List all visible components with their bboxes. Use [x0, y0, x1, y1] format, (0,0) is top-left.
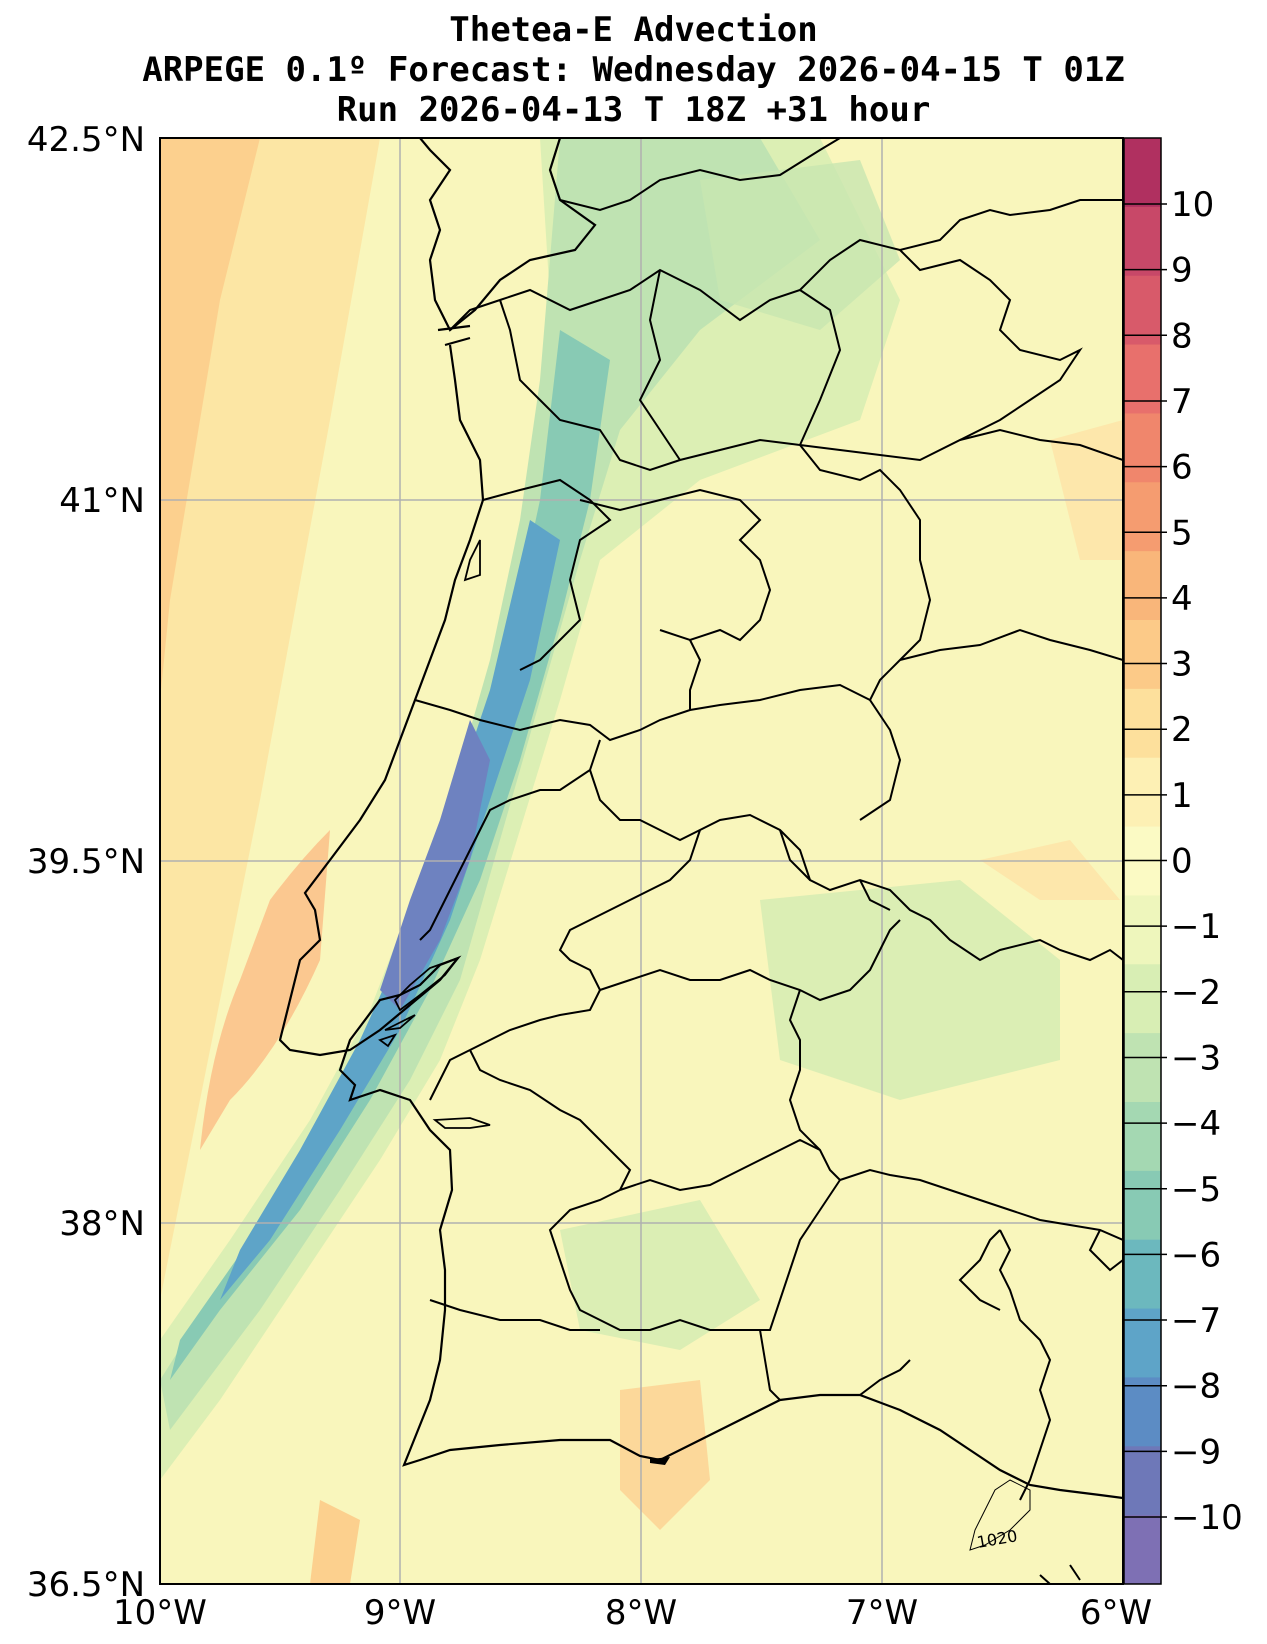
contour-warm-patch [980, 840, 1120, 900]
colorbar-swatch [1124, 413, 1161, 483]
colorbar-tick-label: −1 [1171, 907, 1221, 947]
colorbar-swatch [1124, 1515, 1161, 1585]
colorbar-tick-label: 3 [1171, 645, 1193, 685]
title-line-2: ARPEGE 0.1º Forecast: Wednesday 2026-04-… [142, 50, 1125, 90]
colorbar-tick-label: 5 [1171, 513, 1193, 553]
colorbar-tick-label: −8 [1171, 1367, 1221, 1407]
colorbar-swatch [1124, 1102, 1161, 1172]
coastline [278, 138, 1123, 1500]
contour-cold-deep [220, 520, 560, 1300]
lon-tick-label: 8°W [605, 1593, 677, 1633]
district-boundaries [414, 138, 1123, 1584]
contour-warm-patch [310, 1500, 360, 1584]
lon-tick-label: 10°W [113, 1593, 207, 1633]
isobar-line [969, 1479, 1031, 1551]
colorbar-swatch [1124, 275, 1161, 346]
colorbar-tick-label: 1 [1171, 776, 1193, 816]
colorbar-tick-label: 9 [1171, 251, 1193, 291]
colorbar-tick-label: 6 [1171, 448, 1193, 488]
colorbar-tick-label: −7 [1171, 1301, 1221, 1341]
colorbar-tick-label: −9 [1171, 1432, 1221, 1472]
contour-patch [760, 880, 1060, 1100]
colorbar-tick-label: −10 [1171, 1498, 1243, 1538]
lon-tick-label: 9°W [364, 1593, 436, 1633]
title-line-1: Thetea-E Advection [449, 10, 818, 50]
colorbar-swatch [1124, 1308, 1161, 1378]
colorbar-swatch [1124, 206, 1161, 277]
lon-tick-label: 6°W [1080, 1593, 1152, 1633]
plot-frame [159, 137, 1124, 1585]
colorbar-swatch [1124, 964, 1161, 1034]
colorbar-swatch [1124, 138, 1161, 208]
colorbar-swatch [1124, 757, 1161, 828]
lat-tick-label: 36.5°N [27, 1565, 145, 1605]
lagoon-outline [650, 1457, 670, 1465]
grid-lines [160, 138, 1123, 1584]
colorbar-tick-label: 8 [1171, 316, 1193, 356]
lon-tick-label: 7°W [846, 1593, 918, 1633]
contour-cold-core [170, 330, 610, 1380]
lat-tick-label: 38°N [59, 1204, 145, 1244]
contour-patch [560, 1200, 760, 1350]
contour-warm-patch [620, 1380, 710, 1530]
colorbar-tick-label: −5 [1171, 1170, 1221, 1210]
colorbar-tick-label: −4 [1171, 1104, 1221, 1144]
colorbar-tick-label: 0 [1171, 842, 1193, 882]
estuary-outline [432, 1117, 491, 1129]
colorbar-swatch [1124, 551, 1161, 621]
colorbar-tick-label: −3 [1171, 1038, 1221, 1078]
contour-warm-core [160, 138, 260, 700]
lat-tick-label: 41°N [59, 481, 145, 521]
contour-warm-patch [200, 830, 330, 1150]
colorbar-swatch [1124, 1377, 1161, 1447]
colorbar-tick-label: 10 [1171, 185, 1214, 225]
contour-field: 1020 [160, 138, 1123, 1584]
colorbar-swatch [1124, 620, 1161, 690]
contour-cold-max [380, 720, 490, 1010]
colorbar-swatches [1124, 138, 1161, 1585]
colorbar-tick-label: 2 [1171, 710, 1193, 750]
colorbar-swatch [1124, 482, 1161, 552]
colorbar-tick-label: 4 [1171, 579, 1193, 619]
title-line-3: Run 2026-04-13 T 18Z +31 hour [336, 90, 931, 130]
colorbar-tick-label: 7 [1171, 382, 1193, 422]
colorbar-swatch [1124, 1446, 1161, 1516]
colorbar-swatch [1124, 895, 1161, 965]
lat-tick-label: 42.5°N [27, 120, 145, 160]
contour-warm-patch [1050, 420, 1123, 560]
colorbar-swatch [1124, 1170, 1161, 1241]
colorbar-swatch [1124, 688, 1161, 759]
colorbar-swatch [1124, 1239, 1161, 1310]
estuary-outline [378, 956, 461, 1048]
colorbar-tick-label: −6 [1171, 1235, 1221, 1275]
colorbar-swatch [1124, 1033, 1161, 1103]
contour-warm-band [160, 138, 380, 1300]
lon-tick-labels: 10°W 9°W 8°W 7°W 6°W [113, 1593, 1152, 1633]
colorbar-tick-label: −2 [1171, 973, 1221, 1013]
lat-tick-labels: 42.5°N 41°N 39.5°N 38°N 36.5°N [27, 120, 145, 1605]
lat-tick-label: 39.5°N [27, 842, 145, 882]
contour-patch [700, 160, 900, 330]
estuary-outline [463, 539, 481, 582]
colorbar-swatch [1124, 344, 1161, 414]
